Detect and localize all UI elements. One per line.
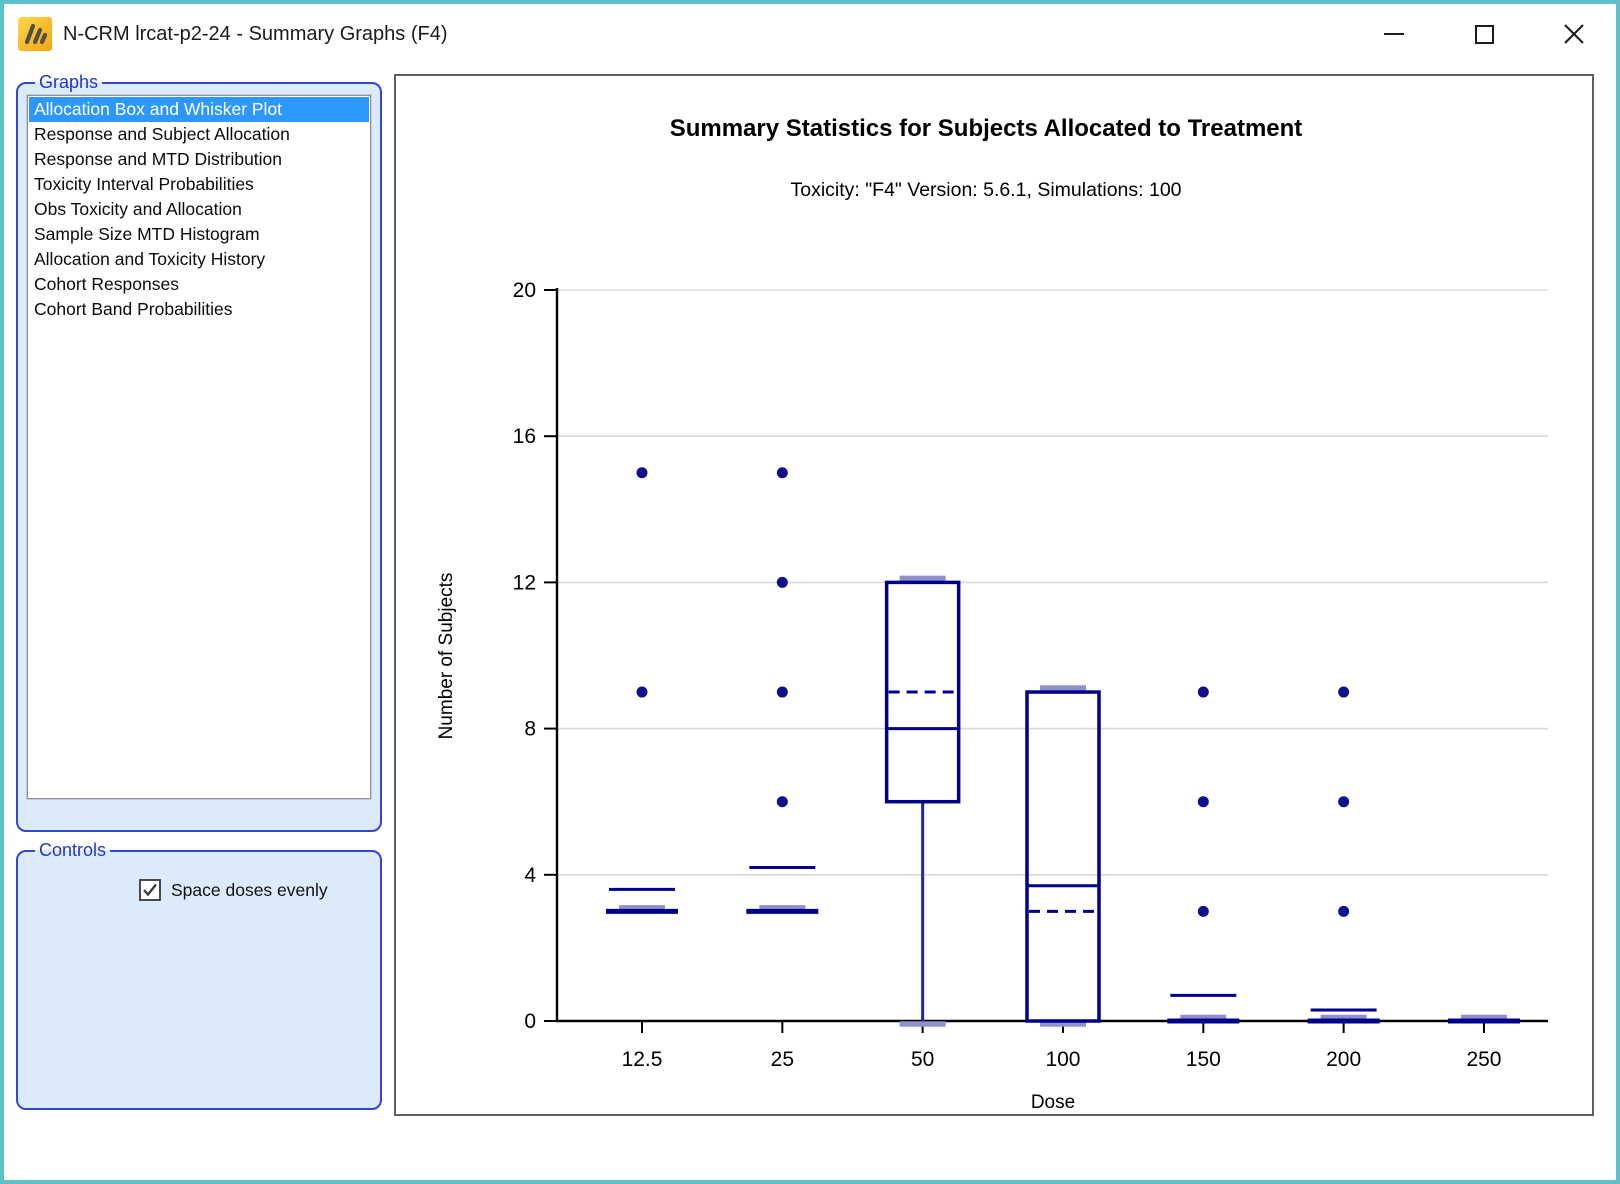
svg-text:Summary Statistics for Subject: Summary Statistics for Subjects Allocate… bbox=[670, 115, 1303, 142]
svg-text:100: 100 bbox=[1045, 1048, 1080, 1071]
graphs-group: Graphs Allocation Box and Whisker Plot Re… bbox=[16, 72, 382, 832]
graph-list-item[interactable]: Cohort Responses bbox=[34, 274, 179, 294]
svg-text:12.5: 12.5 bbox=[622, 1048, 663, 1071]
checkbox-box bbox=[139, 879, 161, 901]
svg-text:250: 250 bbox=[1466, 1048, 1501, 1071]
graph-list-item[interactable]: Allocation Box and Whisker Plot bbox=[29, 97, 369, 122]
space-doses-checkbox[interactable]: Space doses evenly bbox=[139, 879, 371, 901]
svg-text:150: 150 bbox=[1186, 1048, 1221, 1071]
minimize-icon bbox=[1384, 33, 1404, 35]
svg-text:50: 50 bbox=[911, 1048, 934, 1071]
graph-list-item[interactable]: Response and Subject Allocation bbox=[34, 124, 290, 144]
close-icon bbox=[1564, 24, 1584, 44]
svg-text:12: 12 bbox=[513, 571, 536, 594]
graphs-listbox[interactable]: Allocation Box and Whisker Plot Response … bbox=[26, 94, 372, 800]
svg-text:4: 4 bbox=[524, 864, 536, 887]
checkbox-label: Space doses evenly bbox=[171, 879, 328, 900]
app-icon bbox=[18, 17, 52, 51]
svg-text:16: 16 bbox=[513, 425, 536, 448]
summary-boxplot-chart: 0 4 8 12 16 20 12.5 25 50 100 150 200 250 Summary Sta… bbox=[436, 115, 1548, 1113]
svg-text:200: 200 bbox=[1326, 1048, 1361, 1071]
graphs-group-label: Graphs bbox=[39, 72, 99, 92]
window-controls bbox=[1378, 4, 1590, 64]
graph-list-item[interactable]: Toxicity Interval Probabilities bbox=[34, 174, 254, 194]
graph-list-item[interactable]: Response and MTD Distribution bbox=[34, 149, 283, 169]
window-title: N-CRM lrcat-p2-24 - Summary Graphs (F4) bbox=[63, 22, 448, 45]
title-bar: N-CRM lrcat-p2-24 - Summary Graphs (F4) bbox=[4, 4, 1616, 64]
close-button[interactable] bbox=[1558, 18, 1590, 50]
svg-text:Toxicity: "F4" Version: 5.6.1,: Toxicity: "F4" Version: 5.6.1, Simulatio… bbox=[790, 179, 1181, 201]
svg-text:25: 25 bbox=[771, 1048, 794, 1071]
controls-group-label: Controls bbox=[39, 840, 107, 860]
checkmark-icon bbox=[143, 883, 157, 897]
svg-text:Number of Subjects: Number of Subjects bbox=[436, 573, 457, 740]
svg-text:20: 20 bbox=[513, 279, 536, 302]
graph-list-item[interactable]: Sample Size MTD Histogram bbox=[34, 224, 260, 244]
maximize-button[interactable] bbox=[1468, 18, 1500, 50]
graph-list-item[interactable]: Allocation and Toxicity History bbox=[34, 249, 266, 269]
graph-list-item[interactable]: Obs Toxicity and Allocation bbox=[34, 199, 242, 219]
svg-text:Dose: Dose bbox=[1031, 1092, 1075, 1113]
controls-group: Controls Space doses evenly bbox=[16, 840, 382, 1110]
maximize-icon bbox=[1474, 24, 1494, 44]
svg-text:8: 8 bbox=[524, 718, 536, 741]
svg-text:0: 0 bbox=[524, 1010, 536, 1033]
minimize-button[interactable] bbox=[1378, 18, 1410, 50]
chart-panel: 0 4 8 12 16 20 12.5 25 50 100 150 200 250 Summary Sta… bbox=[394, 74, 1594, 1116]
graph-list-item[interactable]: Cohort Band Probabilities bbox=[34, 299, 233, 319]
